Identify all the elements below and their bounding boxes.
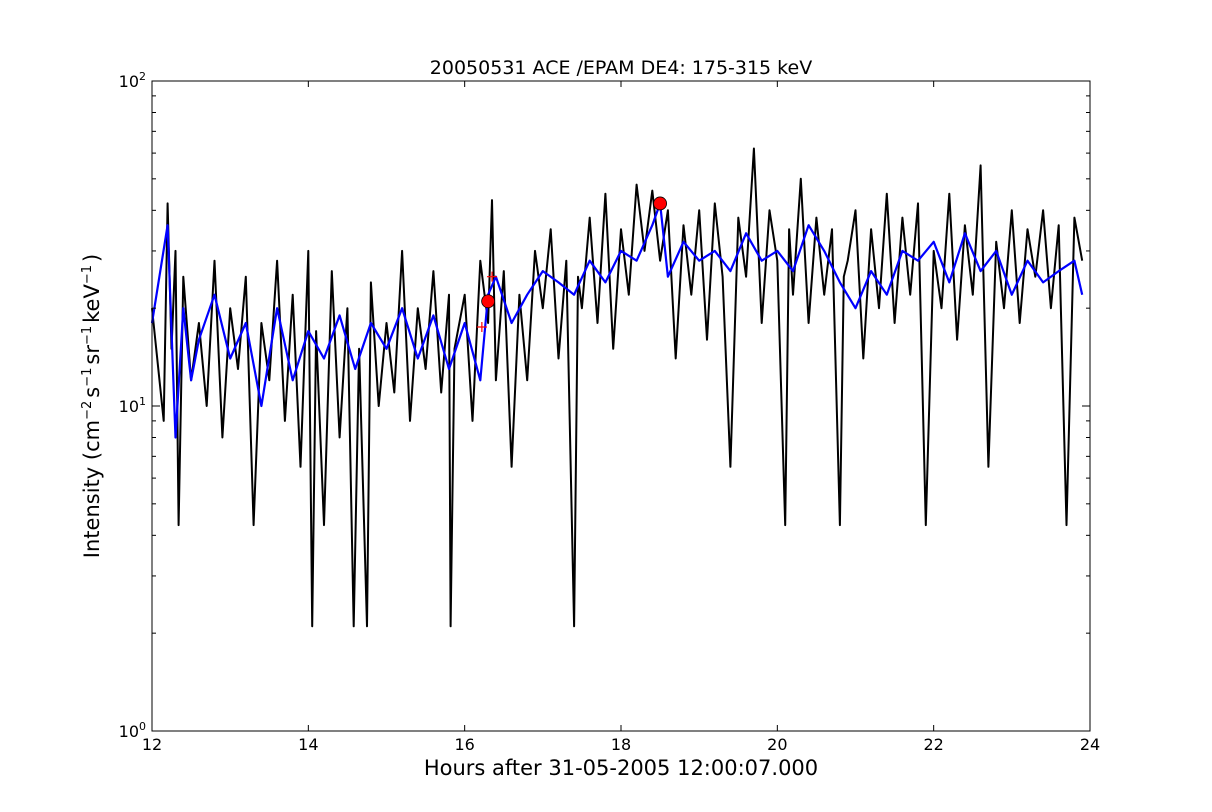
plot-area <box>150 147 1084 628</box>
x-tick-label-0: 12 <box>142 735 162 754</box>
y-axis: 100 101 102 <box>119 70 1090 741</box>
plot-frame <box>151 80 1091 732</box>
y-tick-label-0: 100 <box>119 720 146 741</box>
x-axis-label: Hours after 31-05-2005 12:00:07.000 <box>424 756 818 780</box>
series-line-1 <box>150 202 1084 439</box>
x-tick-label-2: 16 <box>454 735 474 754</box>
x-tick-label-3: 18 <box>611 735 631 754</box>
event-marker-2 <box>487 271 498 282</box>
x-tick-label-1: 14 <box>298 735 318 754</box>
x-axis: 12 14 16 18 20 22 24 <box>142 81 1100 754</box>
x-tick-label-4: 20 <box>767 735 787 754</box>
event-marker-1 <box>653 196 667 211</box>
event-marker-0 <box>481 294 496 309</box>
y-tick-label-2: 102 <box>119 70 146 91</box>
x-tick-label-6: 24 <box>1080 735 1100 754</box>
x-tick-label-5: 22 <box>923 735 943 754</box>
event-marker-3 <box>476 322 487 333</box>
y-tick-label-1: 101 <box>119 395 146 416</box>
series-line-0 <box>151 147 1084 628</box>
chart-title: 20050531 ACE /EPAM DE4: 175-315 keV <box>430 57 812 79</box>
y-axis-label: Intensity (cm−2s−1sr−1keV−1) <box>80 254 104 558</box>
